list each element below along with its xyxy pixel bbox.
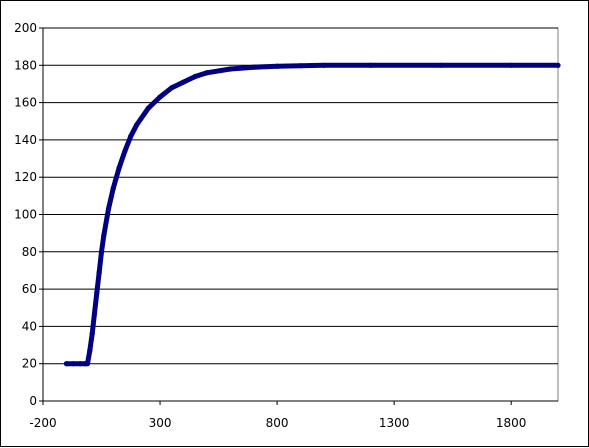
data-point — [297, 63, 304, 69]
x-tick-label: 800 — [266, 416, 289, 430]
data-point — [134, 122, 140, 128]
y-tick-label: 60 — [22, 282, 37, 296]
data-point — [94, 290, 100, 296]
x-tick-label: -200 — [29, 416, 56, 430]
y-tick-label: 100 — [14, 208, 37, 222]
data-point — [96, 269, 102, 275]
data-point — [169, 85, 175, 91]
data-point — [89, 331, 95, 337]
y-tick-label: 40 — [22, 319, 37, 333]
data-point — [70, 361, 77, 367]
data-point — [251, 64, 257, 70]
x-axis-ticks: -200 300 800 1300 1800 — [29, 401, 526, 430]
series-layer — [63, 62, 561, 367]
data-point — [87, 348, 93, 354]
data-point — [105, 206, 112, 212]
data-point — [145, 105, 151, 111]
data-point — [84, 361, 91, 367]
y-tick-label: 120 — [14, 170, 37, 184]
data-point — [128, 133, 134, 139]
y-tick-label: 0 — [29, 394, 37, 408]
x-tick-label: 1300 — [379, 416, 410, 430]
data-point — [204, 70, 210, 76]
y-tick-label: 80 — [22, 245, 37, 259]
data-point — [98, 249, 105, 255]
y-tick-label: 20 — [22, 357, 37, 371]
data-point — [321, 62, 327, 68]
data-point — [227, 66, 233, 72]
data-point — [508, 62, 514, 68]
y-tick-label: 160 — [14, 96, 37, 110]
x-tick-label: 1800 — [496, 416, 527, 430]
data-point — [192, 73, 198, 80]
data-point — [368, 62, 374, 68]
y-tick-label: 140 — [14, 133, 37, 147]
data-point — [274, 63, 280, 69]
x-tick-label: 300 — [149, 416, 172, 430]
y-axis-ticks: 0 20 40 60 80 100 120 140 160 180 200 — [14, 21, 43, 408]
data-point — [101, 232, 107, 238]
data-point — [110, 185, 116, 191]
data-point — [438, 62, 444, 68]
data-point — [91, 310, 98, 316]
data-point — [116, 165, 122, 171]
data-point — [77, 361, 84, 367]
data-point — [63, 361, 70, 367]
data-point — [555, 62, 561, 68]
y-tick-label: 180 — [14, 58, 37, 72]
data-point — [122, 148, 128, 154]
data-point — [157, 94, 163, 100]
data-point — [180, 79, 187, 85]
y-tick-label: 200 — [14, 21, 37, 35]
